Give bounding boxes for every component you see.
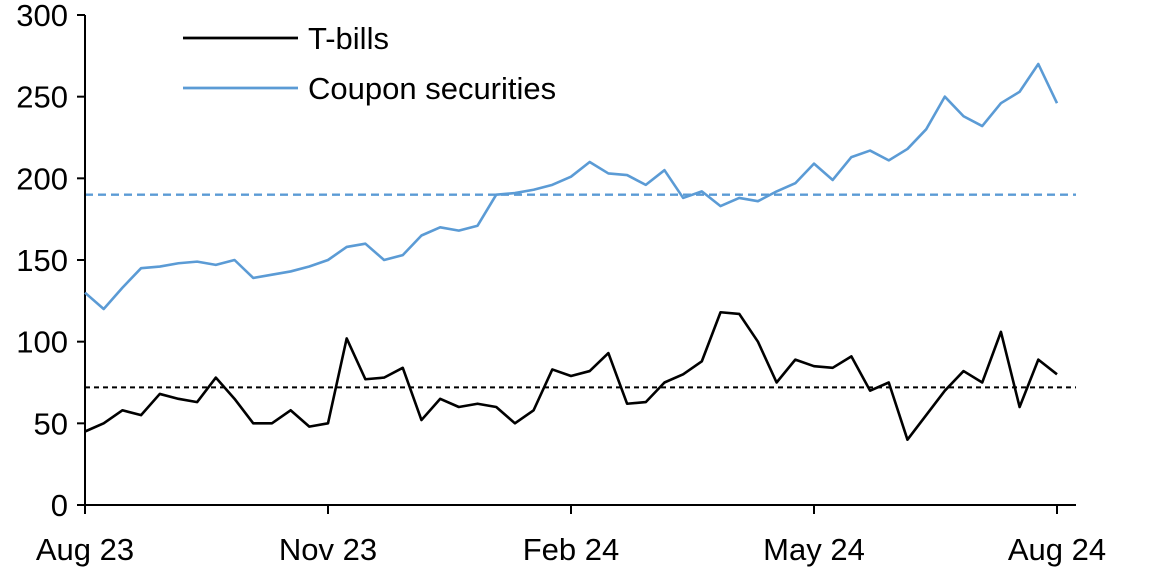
y-tick-label: 250 bbox=[16, 80, 68, 115]
reference-lines bbox=[85, 193, 1076, 389]
legend-label-coupon-securities: Coupon securities bbox=[308, 71, 556, 106]
x-tick-label: Feb 24 bbox=[523, 532, 620, 567]
data-series bbox=[84, 62, 1059, 441]
y-tick-label: 100 bbox=[16, 325, 68, 360]
x-tick-label: Aug 24 bbox=[1008, 532, 1106, 567]
x-tick-label: May 24 bbox=[763, 532, 865, 567]
y-tick-label: 200 bbox=[16, 161, 68, 196]
x-tick-label: Nov 23 bbox=[279, 532, 377, 567]
legend: T-bills Coupon securities bbox=[183, 21, 556, 106]
x-tick-label: Aug 23 bbox=[36, 532, 134, 567]
series-line-coupon-securities bbox=[84, 62, 1059, 311]
y-tick-label: 0 bbox=[51, 488, 68, 523]
y-tick-label: 150 bbox=[16, 243, 68, 278]
axes: 0 50 100 150 200 250 300 Aug 23 Nov 23 Feb 24 May … bbox=[16, 0, 1106, 567]
y-tick-label: 300 bbox=[16, 0, 68, 33]
y-tick-label: 50 bbox=[34, 406, 68, 441]
legend-label-tbills: T-bills bbox=[308, 21, 389, 56]
series-line-t-bills bbox=[84, 310, 1058, 441]
